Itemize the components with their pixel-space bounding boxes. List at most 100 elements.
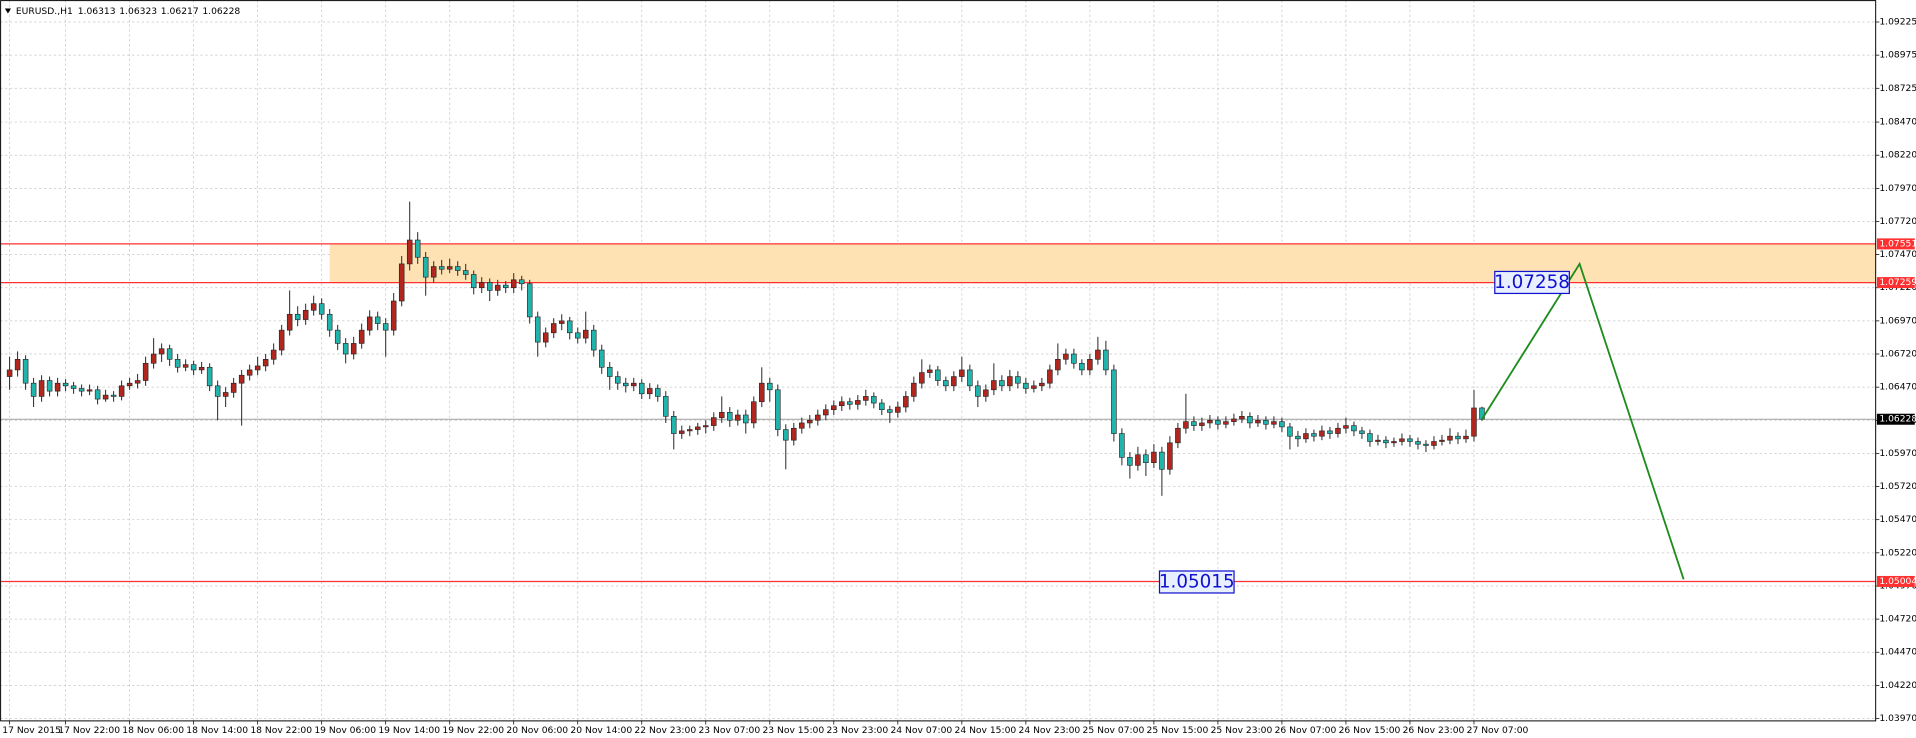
- candle-body: [1031, 385, 1037, 389]
- x-tick-label: 25 Nov 15:00: [1147, 725, 1209, 736]
- menu-arrow[interactable]: [4, 8, 11, 14]
- candle-body: [719, 412, 725, 418]
- candle-body: [639, 382, 645, 395]
- candle-body: [222, 392, 229, 397]
- candle-body: [294, 313, 301, 320]
- candle-body: [414, 239, 421, 258]
- candle-body: [1271, 421, 1277, 425]
- candle-body: [743, 414, 749, 424]
- candle-body: [735, 414, 741, 421]
- candle-body: [951, 376, 957, 387]
- candle-body: [1239, 416, 1245, 420]
- candle-body: [863, 396, 869, 401]
- y-tick-label: 1.06720: [1879, 349, 1916, 360]
- candle-body: [815, 414, 821, 421]
- candle-body: [318, 303, 325, 315]
- candle-body: [14, 359, 21, 371]
- candle-body: [406, 239, 413, 265]
- candle-body: [1127, 457, 1133, 466]
- candle-body: [1279, 421, 1285, 428]
- candle-body: [54, 382, 61, 392]
- candle-body: [663, 396, 669, 417]
- candle-body: [1447, 435, 1453, 441]
- candle-body: [366, 316, 373, 331]
- candle-body: [22, 359, 29, 384]
- candle-body: [1063, 353, 1069, 360]
- zone-layer: [329, 243, 1876, 283]
- overlay: 1.09225 1.08975 1.08725 1.08470 1.08220 1.079…: [2, 17, 1916, 737]
- candle-body: [1055, 359, 1061, 371]
- candle-body: [246, 369, 253, 376]
- candle-body: [1151, 451, 1157, 464]
- candle-body: [78, 388, 85, 392]
- candle-body: [959, 369, 965, 377]
- price-box-label: 1.07259: [1879, 277, 1916, 288]
- candle-body: [847, 401, 853, 405]
- open: 1.06313: [78, 5, 116, 16]
- candle-body: [591, 329, 597, 351]
- candle-body: [1407, 438, 1413, 442]
- candle-body: [711, 417, 717, 426]
- candle-body: [1431, 441, 1437, 446]
- candle-body: [1295, 435, 1301, 440]
- y-tick-label: 1.05220: [1879, 547, 1916, 558]
- price-box-label: 1.07551: [1879, 238, 1916, 249]
- candle-body: [110, 394, 117, 397]
- candle-body: [582, 329, 589, 339]
- x-tick-label: 17 Nov 22:00: [58, 725, 120, 736]
- candle-body: [1439, 439, 1445, 442]
- y-tick-label: 1.09225: [1879, 17, 1916, 28]
- candle-body: [1471, 407, 1477, 437]
- candle-body: [895, 406, 901, 413]
- candle-body: [1199, 422, 1205, 426]
- x-tick-label: 26 Nov 15:00: [1339, 725, 1401, 736]
- candle-body: [262, 359, 269, 367]
- candle-body: [1375, 439, 1381, 442]
- candle-body: [1455, 435, 1461, 440]
- candle-body: [1191, 421, 1197, 426]
- candle-body: [967, 369, 973, 387]
- candle-body: [302, 309, 309, 320]
- candle-body: [374, 316, 381, 324]
- candle-body: [783, 429, 789, 441]
- candle-body: [342, 343, 349, 355]
- x-tick-label: 20 Nov 14:00: [570, 725, 632, 736]
- candle-body: [558, 320, 565, 324]
- candle-body: [158, 348, 165, 355]
- candle-body: [438, 266, 445, 270]
- candle-body: [1255, 419, 1261, 424]
- candle-body: [999, 380, 1005, 387]
- candle-body: [1103, 349, 1109, 371]
- supply-zone: [329, 243, 1876, 283]
- candle-body: [62, 382, 69, 387]
- candle-body: [334, 329, 341, 344]
- x-tick-label: 23 Nov 23:00: [826, 725, 888, 736]
- candle-body: [1231, 418, 1237, 422]
- candle-body: [1367, 433, 1373, 442]
- price-box: [1876, 277, 1915, 289]
- y-tick-label: 1.08975: [1879, 50, 1916, 61]
- candle-body: [679, 430, 685, 434]
- candle-body: [534, 316, 541, 343]
- candle-body: [1287, 426, 1293, 437]
- candle-body: [1039, 382, 1045, 387]
- candle-body: [1415, 441, 1421, 445]
- candle-body: [390, 300, 397, 331]
- candle-body: [831, 405, 837, 410]
- candle-body: [687, 429, 693, 432]
- candle-body: [1351, 425, 1357, 432]
- candle-body: [1247, 416, 1253, 424]
- y-tick-label: 1.08220: [1879, 150, 1916, 161]
- candle-body: [1079, 362, 1085, 371]
- candle-body: [286, 313, 293, 331]
- y-tick-label: 1.07720: [1879, 216, 1916, 227]
- candle-body: [647, 388, 653, 395]
- candles: [6, 201, 1485, 496]
- x-tick-label: 18 Nov 14:00: [186, 725, 248, 736]
- candle-body: [430, 266, 437, 278]
- x-tick-label: 22 Nov 23:00: [634, 725, 696, 736]
- y-tick-label: 1.05720: [1879, 481, 1916, 492]
- candle-body: [214, 385, 221, 397]
